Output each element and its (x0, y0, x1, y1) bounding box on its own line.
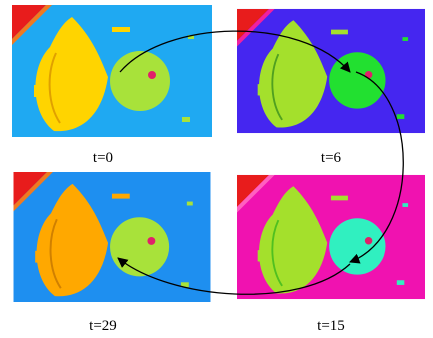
panel-label: t=15 (317, 318, 345, 334)
panel-label: t=6 (321, 150, 342, 166)
figure: t=0 t=6 t=29 t=15 (0, 0, 433, 338)
panel-image (12, 5, 212, 137)
panel-image (237, 175, 425, 299)
panel-label: t=0 (93, 150, 113, 166)
panel-image (14, 172, 211, 302)
panel-label: t=29 (89, 318, 117, 334)
panel-image (237, 9, 425, 133)
